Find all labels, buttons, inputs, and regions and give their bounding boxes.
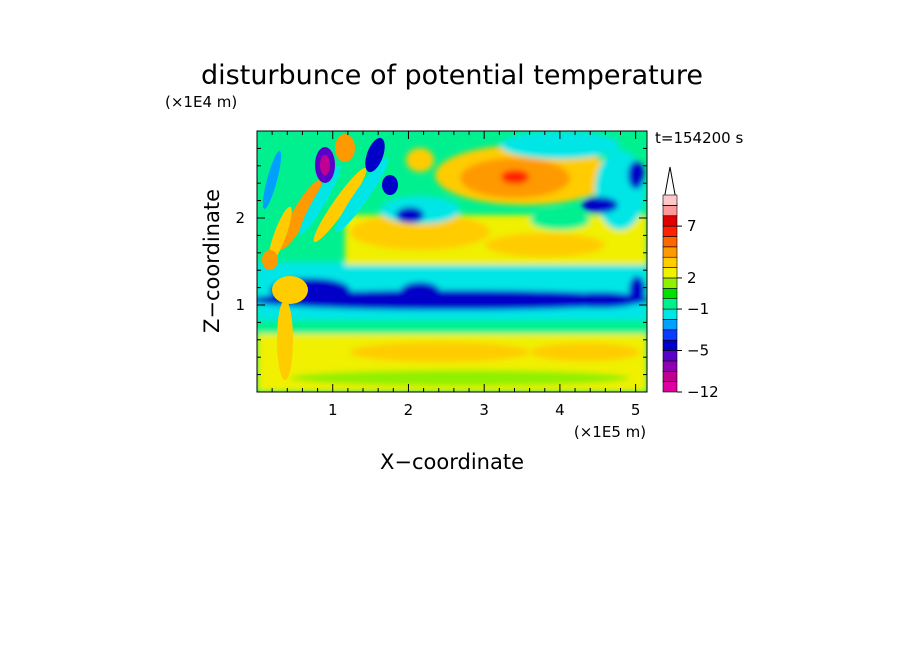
lower-green-band bbox=[257, 318, 647, 334]
blue-layer bbox=[257, 290, 647, 310]
colorbar-swatch bbox=[662, 225, 678, 237]
chart-title: disturbunce of potential temperature bbox=[201, 60, 703, 91]
x-unit-label: (×1E5 m) bbox=[574, 423, 646, 441]
colorbar-swatch bbox=[662, 308, 678, 320]
wave-plume bbox=[262, 134, 398, 380]
colorbar-tick-label: −12 bbox=[687, 383, 719, 401]
colorbar-tick-label: −5 bbox=[687, 342, 709, 360]
contour-field bbox=[257, 131, 647, 392]
colorbar-swatch bbox=[662, 236, 678, 248]
blue-layer bbox=[629, 276, 645, 304]
colorbar-swatch bbox=[662, 194, 678, 206]
colorbar-swatch bbox=[662, 246, 678, 258]
mid-orange-patch bbox=[350, 214, 490, 250]
x-tick-label: 3 bbox=[479, 401, 489, 419]
x-tick-label: 5 bbox=[631, 401, 641, 419]
orange-patch bbox=[406, 148, 434, 172]
mid-green-patch bbox=[530, 210, 590, 230]
time-label: t=154200 s bbox=[655, 129, 743, 147]
colorbar-swatch bbox=[662, 350, 678, 362]
colorbar-swatch bbox=[662, 288, 678, 299]
lower-lime-strip bbox=[290, 370, 630, 386]
blue-layer bbox=[560, 292, 640, 308]
colorbar: −12−5−127 bbox=[662, 166, 719, 401]
y-tick-label: 2 bbox=[235, 209, 245, 227]
colorbar-swatch bbox=[662, 205, 678, 217]
colorbar-swatch bbox=[662, 277, 678, 289]
lower-orange-patch bbox=[350, 342, 530, 362]
upper-cyan-patch bbox=[500, 131, 620, 159]
plot-frame bbox=[256, 130, 648, 393]
colorbar-swatch bbox=[662, 329, 678, 341]
y-unit-label: (×1E4 m) bbox=[165, 93, 237, 111]
colorbar-swatch bbox=[662, 319, 678, 331]
colorbar-tick-label: 7 bbox=[687, 217, 697, 235]
colorbar-tick-label: −1 bbox=[687, 300, 709, 318]
x-tick-label: 4 bbox=[555, 401, 565, 419]
colorbar-swatch bbox=[662, 381, 678, 393]
blue-patch bbox=[582, 197, 618, 213]
colorbar-swatch bbox=[662, 370, 678, 382]
blue-patch bbox=[396, 207, 424, 223]
lower-orange-patch bbox=[530, 343, 640, 361]
colorbar-swatch bbox=[662, 339, 678, 351]
colorbar-tick-label: 2 bbox=[687, 269, 697, 287]
max-warm-core bbox=[501, 170, 529, 184]
colorbar-swatch bbox=[662, 215, 678, 227]
colorbar-swatch bbox=[662, 267, 678, 279]
colorbar-swatch bbox=[662, 256, 678, 268]
y-axis-label: Z−coordinate bbox=[200, 189, 224, 333]
colorbar-swatch bbox=[662, 298, 678, 310]
x-tick-label: 2 bbox=[404, 401, 414, 419]
colorbar-swatch bbox=[662, 360, 678, 372]
x-tick-label: 1 bbox=[328, 401, 338, 419]
y-tick-label: 1 bbox=[235, 296, 245, 314]
right-blue-patch bbox=[628, 161, 644, 189]
blue-layer bbox=[400, 282, 440, 302]
mid-orange-patch bbox=[485, 233, 605, 257]
x-axis-label: X−coordinate bbox=[380, 450, 524, 474]
